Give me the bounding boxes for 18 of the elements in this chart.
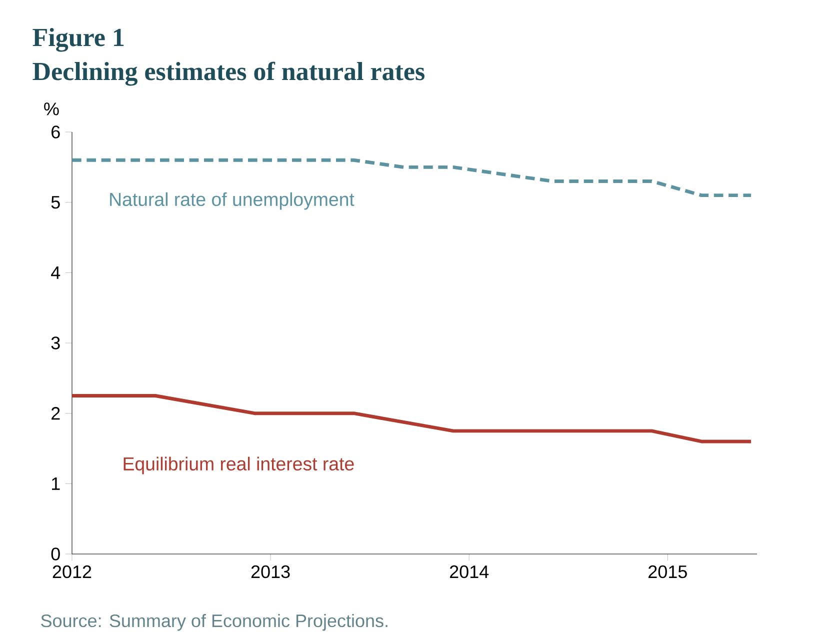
y-tick-label: 2 [52, 407, 60, 420]
chart-subtitle: Declining estimates of natural rates [32, 62, 424, 86]
x-tick-label: 2015 [648, 565, 687, 578]
series-label: Natural rate of unemployment [110, 192, 354, 210]
y-tick-label: 6 [52, 126, 60, 138]
source-note: Source: Summary of Economic Projections. [41, 614, 388, 631]
y-tick-label: 5 [51, 196, 60, 209]
x-tick-label: 2013 [251, 565, 290, 578]
y-tick-label: 0 [51, 548, 60, 560]
line-series [70, 394, 753, 444]
x-tick-label: 2012 [52, 565, 92, 578]
y-tick-label: 1 [52, 477, 60, 490]
y-tick-label: 3 [51, 336, 60, 350]
y-axis-title: % [44, 102, 59, 116]
y-tick-label: 4 [51, 266, 60, 279]
chart-title: Figure 1 [32, 28, 124, 52]
x-tick-label: 2014 [450, 565, 489, 578]
text: Equilibrium real interest rate [124, 456, 354, 474]
